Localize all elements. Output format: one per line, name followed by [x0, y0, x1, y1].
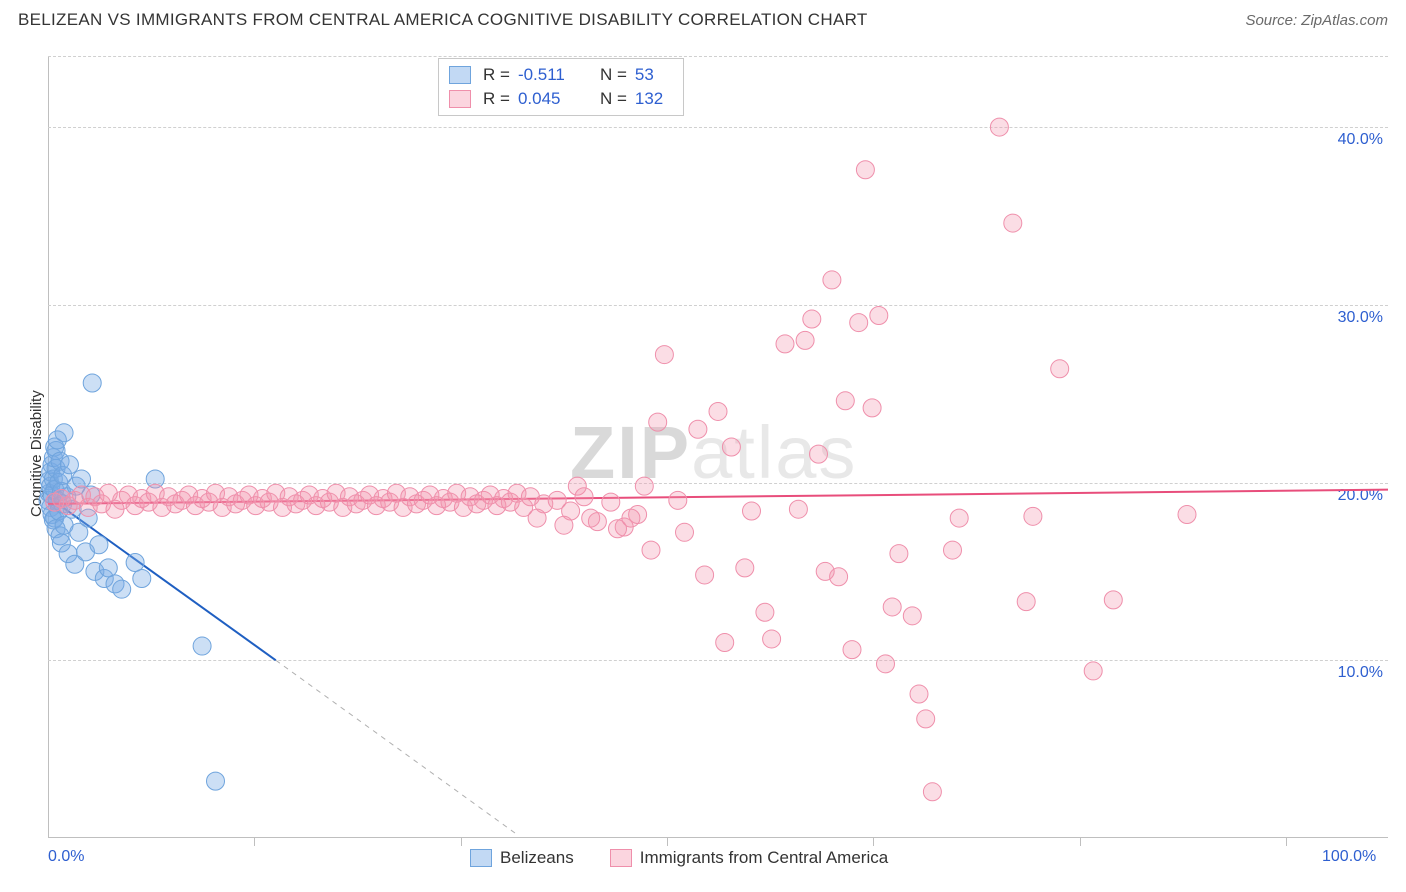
data-point-immigrants_ca — [1017, 593, 1035, 611]
r-value: -0.511 — [518, 63, 584, 87]
data-point-immigrants_ca — [568, 477, 586, 495]
data-point-immigrants_ca — [890, 545, 908, 563]
legend-swatch — [610, 849, 632, 867]
data-point-belizeans — [83, 374, 101, 392]
data-point-immigrants_ca — [655, 346, 673, 364]
data-point-immigrants_ca — [917, 710, 935, 728]
data-point-immigrants_ca — [950, 509, 968, 527]
data-point-belizeans — [113, 580, 131, 598]
data-point-immigrants_ca — [1051, 360, 1069, 378]
data-point-immigrants_ca — [709, 402, 727, 420]
data-point-immigrants_ca — [870, 306, 888, 324]
data-point-belizeans — [73, 470, 91, 488]
series-legend: Belizeans Immigrants from Central America — [470, 848, 888, 868]
series-legend-label: Belizeans — [500, 848, 574, 868]
chart-header: BELIZEAN VS IMMIGRANTS FROM CENTRAL AMER… — [0, 0, 1406, 38]
r-value: 0.045 — [518, 87, 584, 111]
data-point-immigrants_ca — [810, 445, 828, 463]
data-point-immigrants_ca — [582, 509, 600, 527]
chart-source: Source: ZipAtlas.com — [1245, 12, 1388, 29]
data-point-belizeans — [193, 637, 211, 655]
legend-swatch — [449, 90, 471, 108]
data-point-immigrants_ca — [1084, 662, 1102, 680]
x-tick — [461, 838, 462, 846]
trend-extrapolation-belizeans — [276, 660, 517, 834]
data-point-immigrants_ca — [649, 413, 667, 431]
data-point-belizeans — [126, 554, 144, 572]
data-point-immigrants_ca — [863, 399, 881, 417]
legend-swatch — [449, 66, 471, 84]
data-point-immigrants_ca — [850, 314, 868, 332]
data-point-immigrants_ca — [796, 331, 814, 349]
data-point-immigrants_ca — [716, 634, 734, 652]
x-tick — [1080, 838, 1081, 846]
series-legend-label: Immigrants from Central America — [640, 848, 888, 868]
correlation-legend: R = -0.511 N = 53 R = 0.045 N = 132 — [438, 58, 684, 116]
data-point-immigrants_ca — [923, 783, 941, 801]
data-point-belizeans — [60, 456, 78, 474]
data-point-immigrants_ca — [743, 502, 761, 520]
legend-swatch — [470, 849, 492, 867]
data-point-immigrants_ca — [1178, 506, 1196, 524]
data-point-immigrants_ca — [696, 566, 714, 584]
data-point-belizeans — [90, 536, 108, 554]
chart-title: BELIZEAN VS IMMIGRANTS FROM CENTRAL AMER… — [18, 10, 868, 30]
x-tick — [873, 838, 874, 846]
data-point-belizeans — [207, 772, 225, 790]
data-point-immigrants_ca — [689, 420, 707, 438]
x-tick-label: 100.0% — [1322, 848, 1376, 866]
data-point-immigrants_ca — [756, 603, 774, 621]
data-point-immigrants_ca — [1104, 591, 1122, 609]
data-point-immigrants_ca — [903, 607, 921, 625]
data-point-immigrants_ca — [763, 630, 781, 648]
data-point-immigrants_ca — [622, 509, 640, 527]
data-point-immigrants_ca — [816, 562, 834, 580]
x-tick — [667, 838, 668, 846]
series-legend-item: Belizeans — [470, 848, 574, 868]
data-point-belizeans — [133, 570, 151, 588]
data-point-immigrants_ca — [877, 655, 895, 673]
data-point-immigrants_ca — [676, 523, 694, 541]
correlation-legend-row: R = -0.511 N = 53 — [449, 63, 673, 87]
data-point-immigrants_ca — [990, 118, 1008, 136]
data-point-immigrants_ca — [736, 559, 754, 577]
n-value: 53 — [635, 63, 673, 87]
x-tick-label: 0.0% — [48, 848, 84, 866]
data-point-immigrants_ca — [669, 491, 687, 509]
data-point-immigrants_ca — [823, 271, 841, 289]
data-point-immigrants_ca — [528, 509, 546, 527]
data-point-immigrants_ca — [722, 438, 740, 456]
data-point-immigrants_ca — [803, 310, 821, 328]
r-label: R = — [483, 87, 510, 111]
correlation-legend-row: R = 0.045 N = 132 — [449, 87, 673, 111]
data-point-immigrants_ca — [843, 641, 861, 659]
data-point-immigrants_ca — [856, 161, 874, 179]
data-point-immigrants_ca — [555, 516, 573, 534]
data-point-belizeans — [99, 559, 117, 577]
data-point-immigrants_ca — [1024, 507, 1042, 525]
data-point-immigrants_ca — [944, 541, 962, 559]
data-point-immigrants_ca — [1004, 214, 1022, 232]
x-tick — [254, 838, 255, 846]
data-point-immigrants_ca — [635, 477, 653, 495]
n-value: 132 — [635, 87, 673, 111]
data-point-immigrants_ca — [910, 685, 928, 703]
data-point-immigrants_ca — [642, 541, 660, 559]
plot-svg — [48, 56, 1388, 838]
data-point-immigrants_ca — [883, 598, 901, 616]
data-point-belizeans — [55, 424, 73, 442]
data-point-immigrants_ca — [602, 493, 620, 511]
data-point-immigrants_ca — [836, 392, 854, 410]
data-point-immigrants_ca — [776, 335, 794, 353]
n-label: N = — [600, 87, 627, 111]
data-point-immigrants_ca — [789, 500, 807, 518]
n-label: N = — [600, 63, 627, 87]
x-tick — [1286, 838, 1287, 846]
series-legend-item: Immigrants from Central America — [610, 848, 888, 868]
r-label: R = — [483, 63, 510, 87]
